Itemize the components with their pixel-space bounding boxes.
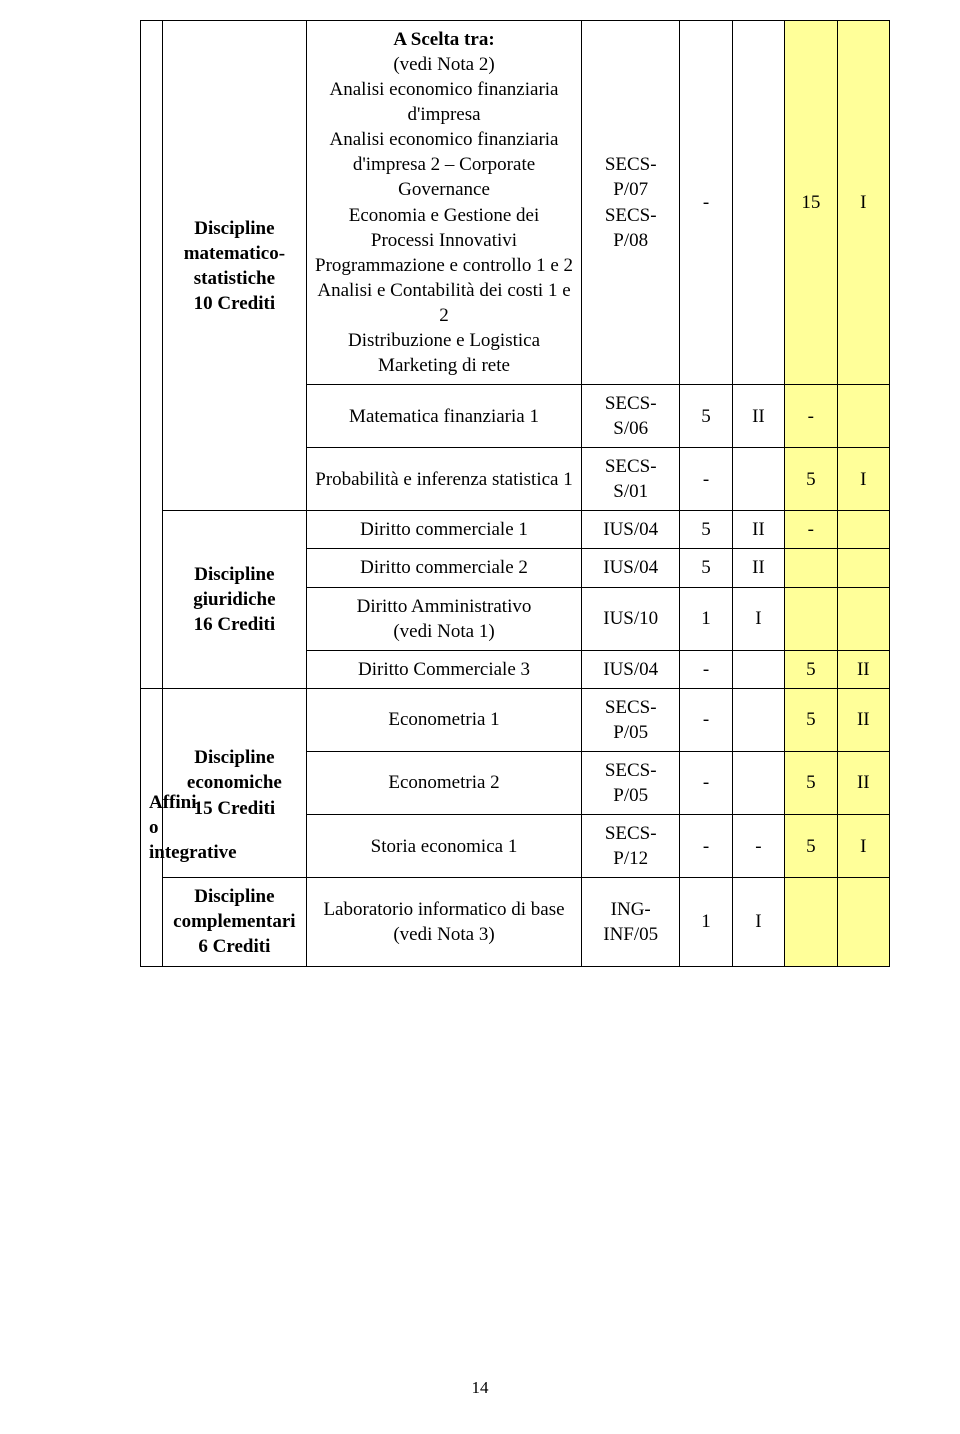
val-cell: 5 [680, 385, 732, 448]
course-cell: Diritto Amministrativo (vedi Nota 1) [306, 587, 581, 650]
table-row: Affini o integrative Discipline economic… [141, 688, 890, 751]
val-cell: - [785, 385, 837, 448]
val-cell: I [837, 815, 889, 878]
code-cell: SECS- P/07 SECS- P/08 [582, 21, 680, 385]
code-cell: SECS- S/06 [582, 385, 680, 448]
page: Discipline matematico- statistiche 10 Cr… [0, 0, 960, 1434]
val-cell: 5 [680, 549, 732, 587]
val-cell [785, 878, 837, 966]
table-row: Discipline complementari 6 Crediti Labor… [141, 878, 890, 966]
val-cell: 5 [680, 511, 732, 549]
course-cell: Storia economica 1 [306, 815, 581, 878]
course-cell: Probabilità e inferenza statistica 1 [306, 448, 581, 511]
table-row: Discipline matematico- statistiche 10 Cr… [141, 21, 890, 385]
val-cell: - [680, 815, 732, 878]
val-cell: 5 [785, 751, 837, 814]
course-cell: Diritto Commerciale 3 [306, 650, 581, 688]
val-cell: I [732, 878, 784, 966]
val-cell: I [732, 587, 784, 650]
val-cell: 15 [785, 21, 837, 385]
code-cell: SECS- P/05 [582, 688, 680, 751]
group-jur: Discipline giuridiche 16 Crediti [162, 511, 306, 688]
val-cell [837, 511, 889, 549]
table-row: Discipline giuridiche 16 Crediti Diritto… [141, 511, 890, 549]
code-cell: IUS/10 [582, 587, 680, 650]
val-cell: - [680, 448, 732, 511]
val-cell: - [680, 650, 732, 688]
val-cell [837, 587, 889, 650]
course-scelta: A Scelta tra: (vedi Nota 2) Analisi econ… [306, 21, 581, 385]
val-cell: II [837, 650, 889, 688]
val-cell: II [732, 549, 784, 587]
course-scelta-lines: Analisi economico finanziaria d'impresa … [315, 79, 573, 376]
code-cell: SECS- S/01 [582, 448, 680, 511]
val-cell: 1 [680, 878, 732, 966]
val-cell: II [837, 688, 889, 751]
code-cell: SECS- P/12 [582, 815, 680, 878]
val-cell [785, 549, 837, 587]
val-cell [785, 587, 837, 650]
val-cell: 5 [785, 650, 837, 688]
course-cell: Diritto commerciale 1 [306, 511, 581, 549]
val-cell [732, 448, 784, 511]
val-cell: II [732, 511, 784, 549]
code-cell: IUS/04 [582, 511, 680, 549]
group-affini: Affini o integrative [141, 688, 163, 966]
val-cell: I [837, 448, 889, 511]
course-cell: Matematica finanziaria 1 [306, 385, 581, 448]
val-cell: - [732, 815, 784, 878]
page-number: 14 [0, 1378, 960, 1398]
course-scelta-head: A Scelta tra: [393, 29, 494, 50]
group-comp: Discipline complementari 6 Crediti [162, 878, 306, 966]
val-cell [732, 21, 784, 385]
val-cell: 5 [785, 448, 837, 511]
group-math: Discipline matematico- statistiche 10 Cr… [162, 21, 306, 511]
val-cell [732, 688, 784, 751]
val-cell: - [680, 21, 732, 385]
course-cell: Econometria 2 [306, 751, 581, 814]
val-cell: 1 [680, 587, 732, 650]
val-cell: - [680, 751, 732, 814]
val-cell [732, 751, 784, 814]
code-cell: ING- INF/05 [582, 878, 680, 966]
val-cell [837, 385, 889, 448]
val-cell: - [680, 688, 732, 751]
course-cell: Laboratorio informatico di base (vedi No… [306, 878, 581, 966]
code-cell: IUS/04 [582, 549, 680, 587]
course-scelta-sub: (vedi Nota 2) [393, 54, 494, 75]
val-cell: 5 [785, 688, 837, 751]
val-cell: 5 [785, 815, 837, 878]
val-cell [732, 650, 784, 688]
course-cell: Diritto commerciale 2 [306, 549, 581, 587]
course-cell: Econometria 1 [306, 688, 581, 751]
curriculum-table: Discipline matematico- statistiche 10 Cr… [140, 20, 890, 967]
val-cell: I [837, 21, 889, 385]
val-cell: II [732, 385, 784, 448]
val-cell: II [837, 751, 889, 814]
code-cell: SECS- P/05 [582, 751, 680, 814]
val-cell [837, 878, 889, 966]
val-cell [837, 549, 889, 587]
left-stub [141, 21, 163, 689]
code-cell: IUS/04 [582, 650, 680, 688]
val-cell: - [785, 511, 837, 549]
